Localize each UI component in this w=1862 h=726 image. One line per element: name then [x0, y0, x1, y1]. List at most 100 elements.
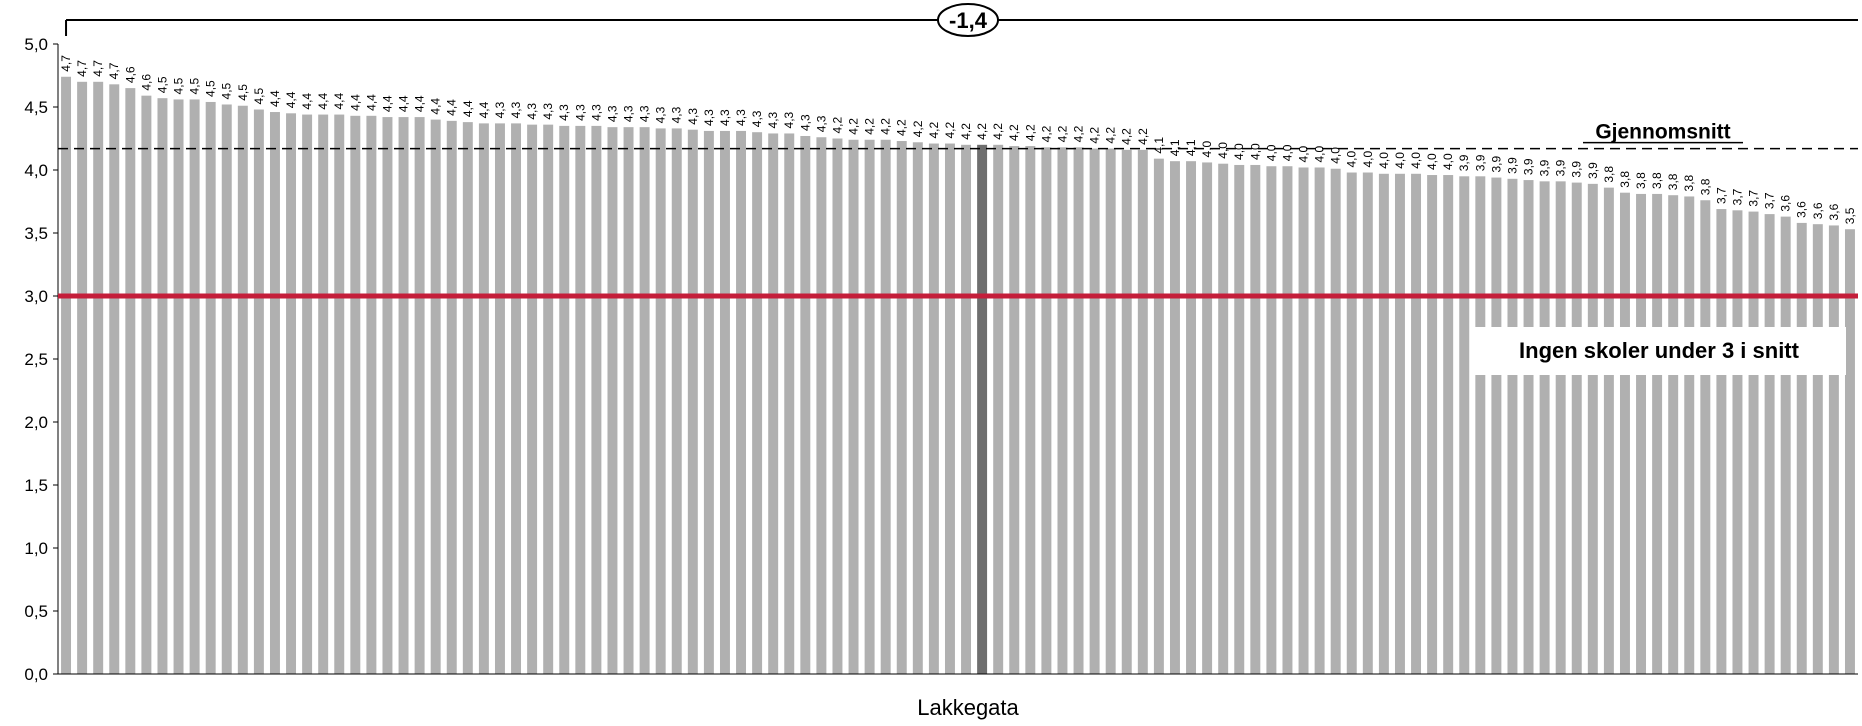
- bar: [1603, 187, 1614, 674]
- bar: [1828, 225, 1839, 674]
- bar: [494, 123, 505, 674]
- data-label: 4,4: [332, 93, 346, 110]
- data-label: 4,5: [220, 82, 234, 99]
- bar: [1378, 173, 1389, 674]
- data-label: 3,7: [1747, 190, 1761, 207]
- data-label: 4,3: [573, 104, 587, 121]
- bar: [1346, 172, 1357, 674]
- bar: [189, 99, 200, 674]
- bar: [93, 81, 104, 675]
- data-label: 4,3: [589, 104, 603, 121]
- data-label: 4,6: [139, 74, 153, 91]
- data-label: 4,4: [380, 95, 394, 112]
- data-label: 4,5: [172, 77, 186, 94]
- bar: [1844, 229, 1855, 674]
- data-label: 4,3: [798, 114, 812, 131]
- bar: [1105, 148, 1116, 674]
- data-label: 3,9: [1570, 161, 1584, 178]
- bar: [1491, 177, 1502, 674]
- bar: [446, 120, 457, 675]
- bar: [1459, 176, 1470, 675]
- bar: [237, 105, 248, 675]
- bar: [880, 139, 891, 674]
- bar: [1025, 146, 1036, 674]
- data-label: 4,0: [1345, 151, 1359, 168]
- data-label: 4,2: [1072, 125, 1086, 142]
- x-category-label: Lakkegata: [917, 695, 1019, 720]
- bar: [398, 117, 409, 674]
- bar: [1587, 183, 1598, 675]
- data-label: 3,8: [1650, 172, 1664, 189]
- data-label: 4,2: [975, 123, 989, 140]
- bar: [1057, 147, 1068, 674]
- bar: [1523, 180, 1534, 674]
- data-label: 4,3: [814, 115, 828, 132]
- y-tick-label: 1,0: [24, 539, 48, 558]
- bar: [302, 114, 313, 674]
- data-label: 4,0: [1441, 153, 1455, 170]
- bar: [816, 137, 827, 675]
- bar: [1796, 222, 1807, 675]
- bar: [719, 130, 730, 674]
- y-tick-label: 4,5: [24, 98, 48, 117]
- bar: [944, 143, 955, 675]
- data-label: 3,9: [1505, 157, 1519, 174]
- bar: [752, 132, 763, 674]
- data-label: 4,2: [1007, 124, 1021, 141]
- data-label: 4,0: [1216, 142, 1230, 159]
- data-label: 3,8: [1602, 166, 1616, 183]
- data-label: 4,2: [927, 122, 941, 139]
- bar: [1507, 178, 1518, 674]
- bar: [1555, 181, 1566, 674]
- data-label: 4,3: [622, 105, 636, 122]
- bar: [1684, 196, 1695, 674]
- bar: [1218, 163, 1229, 674]
- data-label: 4,0: [1425, 153, 1439, 170]
- data-label: 4,2: [1120, 128, 1134, 145]
- data-label: 4,3: [605, 105, 619, 122]
- data-label: 4,0: [1361, 151, 1375, 168]
- bar: [414, 117, 425, 674]
- bar: [607, 127, 618, 674]
- data-label: 3,9: [1538, 159, 1552, 176]
- data-label: 3,9: [1586, 162, 1600, 179]
- bar: [1041, 147, 1052, 674]
- data-label: 4,3: [525, 103, 539, 120]
- bar: [1362, 172, 1373, 674]
- data-label: 4,5: [236, 84, 250, 101]
- bar: [253, 109, 264, 674]
- bar: [655, 128, 666, 675]
- bar: [125, 88, 136, 675]
- bar: [575, 125, 586, 674]
- bar: [864, 139, 875, 674]
- bar: [961, 144, 972, 675]
- data-label: 4,2: [847, 118, 861, 135]
- data-label: 4,2: [1039, 125, 1053, 142]
- data-label: 4,3: [638, 105, 652, 122]
- bar: [1764, 214, 1775, 674]
- bar: [671, 128, 682, 675]
- bar: [334, 114, 345, 674]
- data-label: 4,3: [557, 104, 571, 121]
- data-label: 4,2: [959, 123, 973, 140]
- data-label: 4,0: [1280, 144, 1294, 161]
- bar: [1411, 173, 1422, 674]
- data-label: 4,2: [895, 119, 909, 136]
- data-label: 4,1: [1184, 139, 1198, 156]
- data-label: 4,1: [1168, 139, 1182, 156]
- bar: [462, 122, 473, 675]
- data-label: 4,4: [413, 95, 427, 112]
- data-label: 4,1: [1152, 137, 1166, 154]
- bar: [1427, 175, 1438, 675]
- data-label: 4,0: [1313, 145, 1327, 162]
- bar: [1153, 158, 1164, 674]
- bar: [1443, 175, 1454, 675]
- bar: [1716, 209, 1727, 674]
- data-label: 4,0: [1377, 152, 1391, 169]
- data-label: 4,6: [123, 66, 137, 83]
- bar-highlight: [977, 144, 988, 675]
- data-label: 4,0: [1409, 152, 1423, 169]
- data-label: 4,2: [1055, 125, 1069, 142]
- bracket-label-ellipse: [937, 3, 999, 37]
